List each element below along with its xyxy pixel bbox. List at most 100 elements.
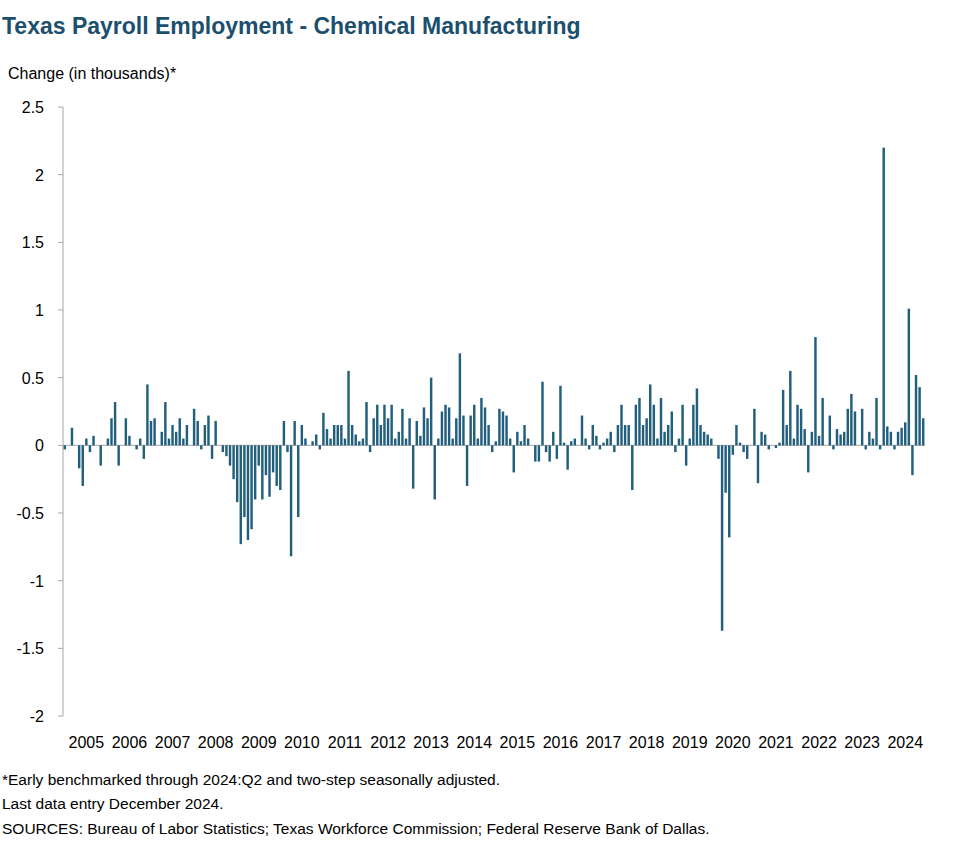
bar <box>376 405 378 446</box>
bar <box>487 425 489 445</box>
bar <box>793 439 795 446</box>
bar <box>171 425 173 445</box>
bar <box>416 421 418 445</box>
bar <box>99 445 101 465</box>
bar <box>685 445 687 465</box>
bar <box>247 445 249 540</box>
bar <box>836 429 838 445</box>
bar <box>347 371 349 445</box>
bar <box>900 428 902 446</box>
bar <box>351 425 353 445</box>
chart: Texas Payroll Employment - Chemical Manu… <box>0 0 977 864</box>
bar <box>847 409 849 446</box>
bar <box>825 445 827 446</box>
bar <box>897 432 899 446</box>
y-tick-label: -0.5 <box>16 505 44 522</box>
bar <box>372 418 374 445</box>
bar <box>196 421 198 445</box>
bar <box>480 398 482 445</box>
bar <box>495 441 497 445</box>
bar <box>642 425 644 445</box>
footnote: SOURCES: Bureau of Labor Statistics; Tex… <box>2 820 710 837</box>
x-tick-label: 2018 <box>629 734 665 751</box>
bar <box>369 445 371 452</box>
x-tick-label: 2024 <box>887 734 923 751</box>
x-tick-label: 2006 <box>112 734 148 751</box>
bar <box>340 425 342 445</box>
bar <box>268 445 270 496</box>
bar <box>541 382 543 446</box>
y-tick-label: 2 <box>35 167 44 184</box>
y-tick <box>58 377 63 378</box>
bar <box>681 405 683 446</box>
bar <box>750 445 752 446</box>
bar <box>757 445 759 483</box>
bar <box>477 439 479 446</box>
bar <box>204 425 206 445</box>
bar <box>297 445 299 517</box>
bar <box>182 439 184 446</box>
bar <box>599 445 601 449</box>
bar <box>434 445 436 499</box>
x-tick-label: 2020 <box>715 734 751 751</box>
bar <box>150 421 152 445</box>
bar <box>236 445 238 502</box>
x-tick-label: 2019 <box>672 734 708 751</box>
bar <box>71 428 73 446</box>
bar <box>692 405 694 446</box>
bar <box>132 445 134 446</box>
bar <box>868 432 870 446</box>
bar <box>660 398 662 445</box>
y-tick-label: -2 <box>30 708 44 725</box>
bar <box>631 445 633 490</box>
x-tick-label: 2007 <box>155 734 191 751</box>
bar <box>319 445 321 449</box>
bar <box>667 425 669 445</box>
bar <box>67 445 69 446</box>
bar <box>893 445 895 449</box>
bar <box>724 445 726 492</box>
bar <box>875 398 877 445</box>
bar <box>85 439 87 446</box>
bar <box>699 425 701 445</box>
x-tick-label: 2017 <box>586 734 622 751</box>
bar <box>243 445 245 517</box>
bar <box>283 421 285 445</box>
x-tick-label: 2014 <box>456 734 492 751</box>
footnote: Last data entry December 2024. <box>2 795 223 812</box>
bar <box>645 418 647 445</box>
bar <box>566 445 568 469</box>
bar <box>548 445 550 461</box>
bar <box>829 416 831 446</box>
bar <box>240 445 242 544</box>
bar <box>193 409 195 446</box>
bar <box>161 432 163 446</box>
bar <box>225 445 227 456</box>
footnote: *Early benchmarked through 2024:Q2 and t… <box>2 771 500 788</box>
bar <box>911 445 913 475</box>
bar <box>520 441 522 445</box>
bar <box>728 445 730 537</box>
x-tick-label: 2008 <box>198 734 234 751</box>
bar <box>513 445 515 472</box>
bar <box>466 445 468 486</box>
bar <box>186 425 188 445</box>
bar <box>818 436 820 445</box>
bar <box>387 418 389 445</box>
bar <box>760 432 762 446</box>
bar <box>861 409 863 446</box>
bar <box>74 445 76 446</box>
bar <box>107 439 109 446</box>
bar <box>329 439 331 446</box>
x-tick-label: 2005 <box>69 734 105 751</box>
y-tick <box>58 242 63 243</box>
bar <box>674 445 676 452</box>
bar <box>505 416 507 446</box>
bar <box>771 445 773 446</box>
bar <box>286 445 288 452</box>
bar <box>746 445 748 459</box>
bar <box>110 418 112 445</box>
bar <box>258 445 260 465</box>
bar <box>775 445 777 448</box>
y-axis-label: Change (in thousands)* <box>8 65 176 82</box>
